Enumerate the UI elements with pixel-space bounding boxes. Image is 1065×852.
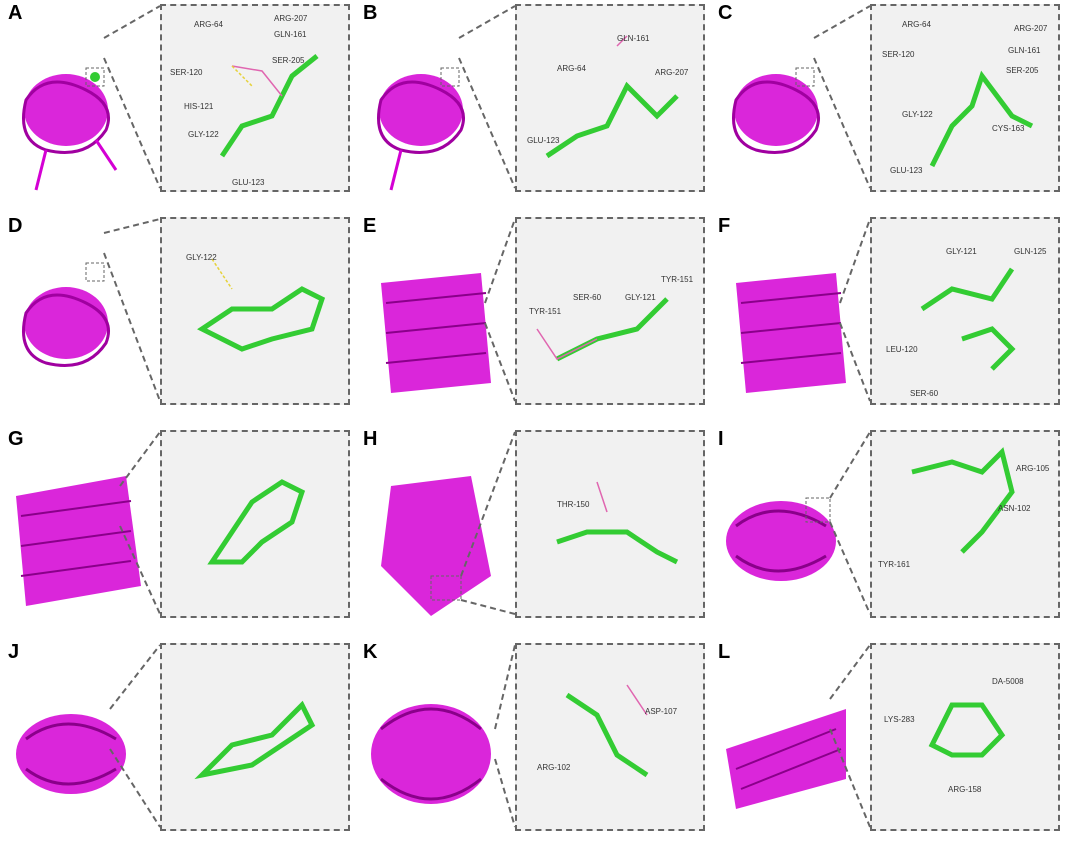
residue-label: GLY-122: [186, 253, 217, 262]
binding-site-zoom: GLN-161 ARG-64 ARG-207 GLU-123: [515, 4, 705, 192]
binding-site-zoom: [160, 430, 350, 618]
residue-label: SER-205: [272, 56, 305, 65]
residue-label: SER-120: [170, 68, 203, 77]
residue-label: ARG-105: [1016, 464, 1050, 473]
panel-d: D GLY-122: [0, 213, 355, 426]
residue-label: SER-60: [910, 389, 939, 398]
residue-label: GLY-122: [188, 130, 219, 139]
residue-label: GLY-121: [946, 247, 977, 256]
binding-site-zoom: GLY-121 GLN-125 LEU-120 SER-60: [870, 217, 1060, 405]
panel-i: I ARG-105 ASN-102 TYR-161: [710, 426, 1065, 639]
residue-label: ARG-64: [557, 64, 586, 73]
residue-label: GLU-123: [527, 136, 560, 145]
residue-label: ARG-64: [902, 20, 931, 29]
panel-label: B: [363, 2, 378, 24]
panel-label: D: [8, 215, 23, 237]
binding-site-zoom: TYR-151 SER-60 GLY-121 TYR-151: [515, 217, 705, 405]
binding-site-zoom: THR-150: [515, 430, 705, 618]
protein-structure-image: [371, 704, 491, 804]
residue-label: HIS-121: [184, 102, 214, 111]
binding-site-zoom: [160, 643, 350, 831]
residue-label: GLY-121: [625, 293, 656, 302]
protein-structure-image: [16, 476, 141, 606]
panel-c: C ARG-64 ARG-207 SER-120 GLN-161 SER-205…: [710, 0, 1065, 213]
residue-label: GLN-161: [617, 34, 650, 43]
panel-j: J: [0, 639, 355, 852]
residue-label: ARG-158: [948, 785, 982, 794]
residue-label: TYR-161: [878, 560, 911, 569]
residue-label: SER-120: [882, 50, 915, 59]
residue-label: GLN-161: [274, 30, 307, 39]
protein-structure-image: [22, 67, 118, 191]
residue-label: LEU-120: [886, 345, 918, 354]
residue-label: ASP-107: [645, 707, 678, 716]
binding-site-zoom: ARG-64 ARG-207 SER-120 GLN-161 SER-205 G…: [870, 4, 1060, 192]
binding-site-zoom: ARG-64 ARG-207 GLN-161 SER-205 SER-120 H…: [160, 4, 350, 192]
protein-structure-image: [377, 67, 465, 191]
protein-structure-image: [732, 67, 820, 154]
panel-label: K: [363, 641, 378, 663]
panel-label: L: [718, 641, 731, 663]
residue-label: GLU-123: [232, 178, 265, 187]
panel-label: C: [718, 2, 733, 24]
protein-structure-image: [736, 273, 846, 393]
panel-g: G: [0, 426, 355, 639]
panel-label: J: [8, 641, 20, 663]
binding-site-zoom: DA-5008 LYS-283 ARG-158: [870, 643, 1060, 831]
panel-b: B GLN-161 ARG-64 ARG-207 GLU-123: [355, 0, 710, 213]
residue-label: THR-150: [557, 500, 590, 509]
residue-label: ARG-207: [655, 68, 689, 77]
panel-f: F GLY-121 GLN-125 LEU-120 SER-60: [710, 213, 1065, 426]
binding-site-zoom: ARG-105 ASN-102 TYR-161: [870, 430, 1060, 618]
panel-l: L DA-5008 LYS-283 ARG-158: [710, 639, 1065, 852]
residue-label: GLN-161: [1008, 46, 1041, 55]
residue-label: ASN-102: [998, 504, 1031, 513]
residue-label: ARG-64: [194, 20, 223, 29]
panel-label: G: [8, 428, 24, 450]
panel-a: A ARG-64 ARG-207 GLN-161 SER-205 SER-120…: [0, 0, 355, 213]
panel-k: K ASP-107 ARG-102: [355, 639, 710, 852]
residue-label: GLU-123: [890, 166, 923, 175]
residue-label: ARG-207: [1014, 24, 1048, 33]
protein-structure-image: [16, 714, 126, 794]
panel-h: H THR-150: [355, 426, 710, 639]
protein-structure-image: [381, 273, 491, 393]
panel-label: A: [8, 2, 23, 24]
protein-structure-image: [726, 709, 846, 809]
panel-e: E TYR-151 SER-60 GLY-121 TYR-151: [355, 213, 710, 426]
binding-site-zoom: GLY-122: [160, 217, 350, 405]
residue-label: SER-60: [573, 293, 602, 302]
protein-structure-image: [726, 497, 836, 581]
residue-label: GLY-122: [902, 110, 933, 119]
panel-label: H: [363, 428, 378, 450]
residue-label: TYR-151: [661, 275, 694, 284]
residue-label: DA-5008: [992, 677, 1024, 686]
residue-label: GLN-125: [1014, 247, 1047, 256]
protein-structure-image: [22, 262, 110, 367]
protein-structure-image: [381, 476, 491, 616]
binding-site-zoom: ASP-107 ARG-102: [515, 643, 705, 831]
residue-label: ARG-207: [274, 14, 308, 23]
residue-label: SER-205: [1006, 66, 1039, 75]
residue-label: ARG-102: [537, 763, 571, 772]
panel-label: I: [718, 428, 724, 450]
panel-label: F: [718, 215, 731, 237]
residue-label: LYS-283: [884, 715, 915, 724]
panel-label: E: [363, 215, 377, 237]
residue-label: TYR-151: [529, 307, 562, 316]
residue-label: CYS-163: [992, 124, 1025, 133]
